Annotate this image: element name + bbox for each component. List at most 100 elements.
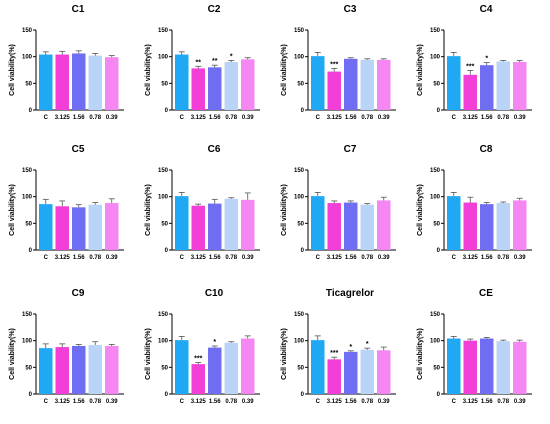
bar-0.78 (88, 344, 102, 394)
y-axis-label: Cell viability(%) (417, 44, 424, 96)
y-tick-label: 150 (22, 28, 33, 34)
y-tick-label: 100 (22, 339, 33, 345)
bar-0.39 (105, 346, 119, 394)
bar-0.39 (377, 200, 391, 250)
bar-1.56 (480, 338, 494, 394)
x-tick-label: 1.56 (73, 255, 85, 261)
x-tick-label: 0.39 (242, 115, 254, 121)
panel-title: C2 (208, 4, 221, 15)
panel-c3: C3 Cell viability(%) 0 50 100 150 C *** 3.125 1.5… (281, 4, 396, 121)
y-axis-label: Cell viability(%) (9, 184, 16, 236)
y-tick-label: 50 (161, 221, 168, 227)
x-tick-label: 1.56 (209, 115, 221, 121)
y-tick-label: 150 (22, 312, 33, 318)
x-tick-label: 1.56 (73, 399, 85, 405)
x-tick-label: 0.78 (497, 115, 509, 121)
x-tick-label: 0.78 (361, 115, 373, 121)
y-tick-label: 150 (22, 168, 33, 174)
panel-title: Ticagrelor (326, 288, 374, 299)
bar-3.125 (463, 202, 477, 250)
x-tick-label: 0.39 (514, 399, 526, 405)
panel-c1: C1 Cell viability(%) 0 50 100 150 C 3.125 1.56 0.… (9, 4, 124, 121)
y-axis-label: Cell viability(%) (417, 328, 424, 380)
bar-0.78 (360, 349, 374, 394)
panel-title: C4 (480, 4, 493, 15)
bar-0.39 (105, 57, 119, 110)
panel-ce: CE Cell viability(%) 0 50 100 150 C 3.125 1.56 0.… (417, 288, 532, 405)
panel-title: C7 (344, 144, 357, 155)
bar-0.39 (513, 200, 527, 250)
y-tick-label: 100 (22, 195, 33, 201)
y-tick-label: 0 (437, 392, 441, 398)
x-tick-label: C (44, 399, 49, 405)
y-tick-label: 50 (297, 365, 304, 371)
y-tick-label: 50 (25, 81, 32, 87)
y-axis-label: Cell viability(%) (281, 328, 288, 380)
x-tick-label: 0.78 (89, 399, 101, 405)
panel-title: CE (479, 288, 493, 299)
bar-0.39 (241, 199, 255, 250)
bar-C (175, 196, 189, 250)
x-tick-label: 0.78 (89, 255, 101, 261)
significance-label: *** (330, 350, 338, 357)
y-tick-label: 100 (22, 55, 33, 61)
y-tick-label: 150 (158, 28, 169, 34)
significance-label: *** (330, 61, 338, 68)
bar-1.56 (208, 203, 222, 250)
y-tick-label: 0 (165, 248, 169, 254)
bar-0.78 (224, 198, 238, 250)
y-tick-label: 50 (161, 365, 168, 371)
bar-0.39 (513, 62, 527, 110)
x-tick-label: 1.56 (73, 115, 85, 121)
x-tick-label: 0.39 (106, 399, 118, 405)
y-tick-label: 100 (294, 195, 305, 201)
y-tick-label: 0 (29, 248, 33, 254)
x-tick-label: 3.125 (55, 115, 71, 121)
y-tick-label: 0 (437, 248, 441, 254)
panel-c6: C6 Cell viability(%) 0 50 100 150 C 3.125 1.56 0.… (145, 144, 260, 261)
y-tick-label: 100 (430, 55, 441, 61)
x-tick-label: C (316, 255, 321, 261)
x-tick-label: C (180, 399, 185, 405)
bar-3.125 (55, 54, 69, 110)
bar-0.78 (88, 204, 102, 250)
x-tick-label: C (44, 115, 49, 121)
bar-C (447, 56, 461, 110)
bar-0.78 (224, 342, 238, 394)
bar-0.39 (377, 59, 391, 110)
panel-c5: C5 Cell viability(%) 0 50 100 150 C 3.125 1.56 0.… (9, 144, 124, 261)
bar-3.125 (463, 340, 477, 394)
x-tick-label: 3.125 (463, 255, 479, 261)
bar-C (447, 196, 461, 250)
bar-C (175, 54, 189, 110)
y-tick-label: 150 (430, 312, 441, 318)
y-tick-label: 0 (301, 392, 305, 398)
x-tick-label: C (44, 255, 49, 261)
y-axis-label: Cell viability(%) (417, 184, 424, 236)
bar-0.78 (88, 55, 102, 110)
bar-0.78 (496, 341, 510, 394)
x-tick-label: 1.56 (345, 115, 357, 121)
x-tick-label: 1.56 (209, 399, 221, 405)
x-tick-label: 0.39 (242, 399, 254, 405)
bar-1.56 (344, 202, 358, 250)
panel-c4: C4 Cell viability(%) 0 50 100 150 C *** 3.125 * 1.… (417, 4, 532, 121)
x-tick-label: 0.78 (225, 399, 237, 405)
x-tick-label: 0.78 (361, 399, 373, 405)
panel-title: C8 (480, 144, 493, 155)
y-axis-label: Cell viability(%) (281, 184, 288, 236)
bar-3.125 (191, 364, 205, 394)
panel-title: C10 (205, 288, 224, 299)
significance-label: * (366, 341, 369, 348)
bar-0.78 (496, 61, 510, 110)
y-tick-label: 0 (437, 108, 441, 114)
x-tick-label: C (316, 399, 321, 405)
bar-3.125 (327, 71, 341, 110)
bar-C (311, 340, 325, 394)
y-axis-label: Cell viability(%) (9, 44, 16, 96)
x-tick-label: 0.78 (225, 115, 237, 121)
x-tick-label: 3.125 (191, 115, 207, 121)
bar-1.56 (72, 53, 86, 110)
x-tick-label: 0.39 (242, 255, 254, 261)
